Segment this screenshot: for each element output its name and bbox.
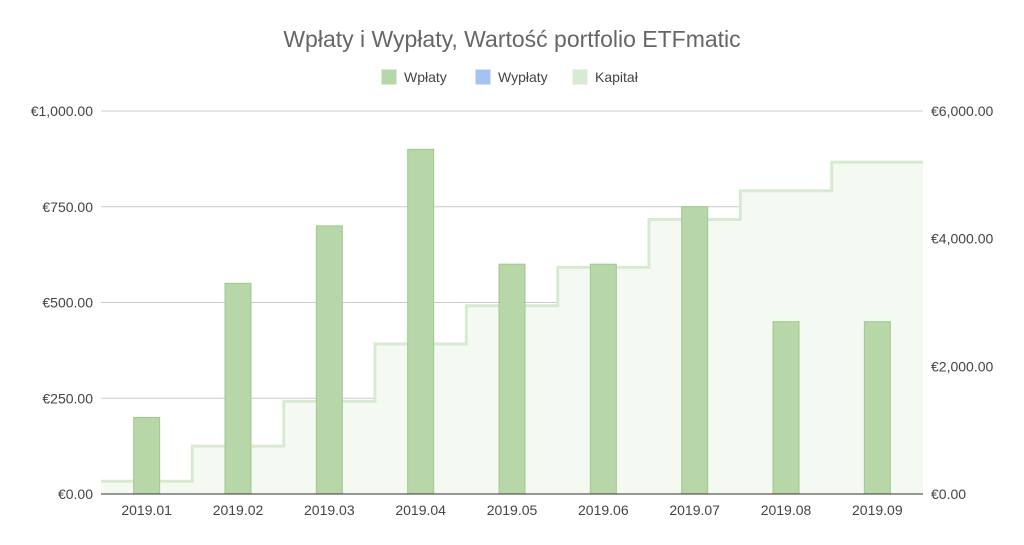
x-tick-label: 2019.03 (304, 502, 355, 518)
bar-wpłaty (407, 148, 435, 495)
bar-wpłaty (315, 225, 343, 495)
x-tick-label: 2019.01 (121, 502, 172, 518)
bars (101, 148, 923, 495)
bar-wpłaty (772, 321, 800, 495)
legend-swatch (475, 69, 491, 85)
x-tick-label: 2019.09 (852, 502, 903, 518)
y-left-tick-label: €1,000.00 (31, 103, 93, 119)
y-left-tick-label: €250.00 (42, 390, 93, 406)
x-tick-label: 2019.06 (578, 502, 629, 518)
bar-wpłaty (498, 263, 526, 495)
x-tick-label: 2019.05 (487, 502, 538, 518)
legend: Wpłaty Wypłaty Kapitał (381, 69, 639, 85)
bar-wpłaty (589, 263, 617, 495)
y-right-tick-label: €2,000.00 (931, 358, 993, 374)
bar-wpłaty (681, 206, 709, 495)
legend-label: Wypłaty (498, 69, 548, 85)
y-right-tick-label: €4,000.00 (931, 231, 993, 247)
y-right-tick-label: €0.00 (931, 486, 966, 502)
x-tick-label: 2019.08 (761, 502, 812, 518)
bar-wpłaty (133, 416, 161, 495)
x-axis: 2019.01 2019.02 2019.03 2019.04 2019.05 2019.… (121, 502, 902, 518)
legend-swatch (572, 69, 588, 85)
legend-label: Wpłaty (404, 69, 447, 85)
x-tick-label: 2019.04 (395, 502, 446, 518)
x-tick-label: 2019.07 (669, 502, 720, 518)
y-left-tick-label: €500.00 (42, 295, 93, 311)
y-axis-left: €0.00 €250.00 €500.00 €750.00 €1,000.00 (31, 103, 94, 502)
bar-wpłaty (863, 321, 891, 495)
y-left-tick-label: €750.00 (42, 199, 93, 215)
legend-swatch (381, 69, 397, 85)
y-right-tick-label: €6,000.00 (931, 103, 993, 119)
legend-label: Kapitał (595, 69, 639, 85)
chart-title: Wpłaty i Wypłaty, Wartość portfolio ETFm… (283, 26, 740, 52)
bar-wpłaty (224, 282, 252, 495)
x-tick-label: 2019.02 (213, 502, 264, 518)
y-left-tick-label: €0.00 (58, 486, 93, 502)
y-axis-right: €0.00 €2,000.00 €4,000.00 €6,000.00 (931, 103, 993, 502)
